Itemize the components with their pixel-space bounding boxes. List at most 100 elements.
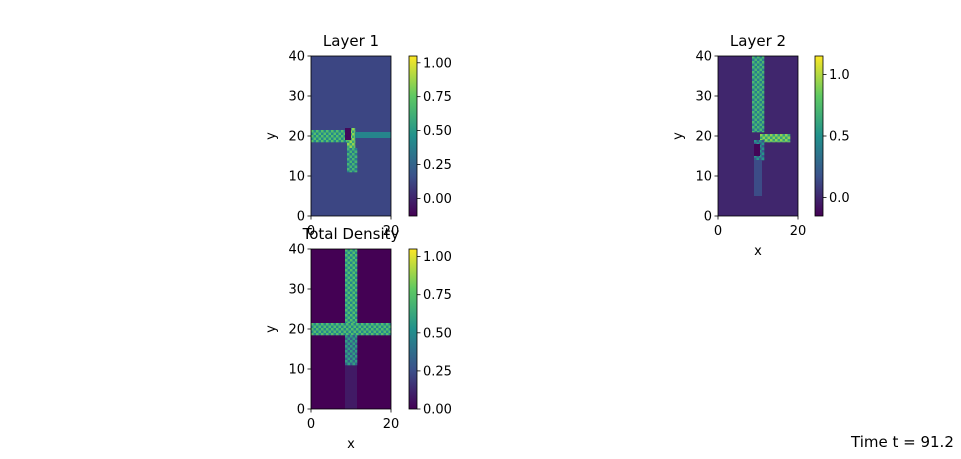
heatmap-cell [759, 71, 763, 74]
panel-2: Layer 2 0 10 20 30 40 0 20 y x 0.0 0.5 1.0 [671, 32, 850, 259]
heatmap-cell [752, 56, 755, 59]
heatmap-cell [328, 137, 332, 141]
heatmap-cell [328, 325, 332, 329]
heatmap-cell [352, 284, 356, 287]
heatmap-cell [756, 140, 760, 143]
heatmap-cell [350, 276, 353, 280]
heatmap-cell [354, 138, 356, 141]
heatmap-cell [341, 132, 344, 136]
heatmap-cell [347, 251, 351, 255]
heatmap-cell [759, 58, 763, 62]
heatmap-regions [311, 249, 392, 409]
heatmap-cell [326, 325, 329, 329]
heatmap-cell [331, 333, 334, 336]
heatmap-cell [754, 128, 758, 132]
heatmap-cell [762, 126, 765, 129]
heatmap-cell [355, 304, 358, 307]
heatmap-cell [352, 143, 355, 146]
heatmap-cell [754, 61, 758, 64]
heatmap-cell [757, 78, 760, 82]
heatmap-cell [762, 98, 765, 102]
heatmap-cell [383, 323, 387, 326]
heatmap-cell [355, 264, 358, 267]
heatmap-cell [757, 101, 760, 104]
heatmap-cell [341, 333, 344, 336]
heatmap-cell [757, 71, 760, 74]
heatmap-cell [754, 91, 758, 94]
heatmap-cell [352, 306, 356, 310]
heatmap-cell [761, 145, 765, 148]
heatmap-cell [352, 342, 356, 346]
heatmap-cell [355, 316, 358, 320]
heatmap-cell [752, 96, 755, 99]
heatmap-cell [371, 323, 374, 326]
heatmap-cell [350, 319, 353, 322]
heatmap-cell [368, 333, 372, 336]
heatmap-cell [346, 333, 349, 336]
heatmap-cell [762, 86, 765, 89]
heatmap-cell [350, 304, 353, 307]
heatmap-cell [752, 113, 755, 117]
heatmap-cell [785, 141, 788, 143]
heatmap-cell [762, 68, 765, 72]
heatmap-cell [765, 141, 768, 143]
heatmap-cell [352, 286, 356, 290]
heatmap-cell [343, 330, 347, 334]
heatmap-cell [323, 130, 327, 133]
heatmap-cell [355, 301, 358, 305]
heatmap-cell [762, 58, 765, 62]
heatmap-cell [787, 139, 791, 142]
heatmap-cell [352, 289, 356, 292]
heatmap-cell [762, 116, 765, 119]
heatmap-cell [762, 71, 765, 74]
heatmap-cell [358, 333, 362, 336]
heatmap-cell [355, 337, 358, 341]
heatmap-cell [321, 325, 324, 329]
y-ticks: 0 10 20 30 40 [288, 243, 311, 418]
heatmap-region [345, 335, 358, 366]
heatmap-cell [757, 103, 760, 107]
heatmap-cell [345, 299, 348, 302]
heatmap-cell [762, 91, 765, 94]
heatmap-cell [347, 316, 351, 320]
heatmap-cell [752, 108, 755, 112]
heatmap-cell [347, 301, 351, 305]
heatmap-cell [780, 134, 783, 137]
heatmap-cell [347, 342, 351, 346]
heatmap-cell [762, 96, 765, 99]
heatmap-cell [355, 279, 358, 282]
y-tick-label: 40 [288, 50, 305, 65]
heatmap-cell [347, 335, 351, 338]
heatmap-cell [347, 271, 351, 275]
heatmap-cell [326, 330, 329, 334]
heatmap-cell [355, 269, 358, 272]
heatmap-cell [345, 340, 348, 343]
heatmap-cell [347, 274, 351, 277]
heatmap-cell [757, 61, 760, 64]
heatmap-cell [354, 168, 358, 171]
heatmap-cell [754, 81, 758, 84]
heatmap-cell [355, 340, 358, 343]
heatmap-cell [757, 123, 760, 127]
heatmap-cell [759, 142, 762, 146]
heatmap-cell [754, 63, 758, 67]
heatmap-cell [331, 330, 334, 334]
heatmap-cell [352, 296, 356, 300]
heatmap-cell [350, 342, 353, 346]
heatmap-cell [354, 150, 358, 154]
heatmap-cell [328, 333, 332, 336]
heatmap-cell [352, 138, 355, 141]
heatmap-cell [355, 347, 358, 351]
heatmap-cell [331, 130, 334, 133]
heatmap-cell [341, 330, 344, 334]
heatmap-cell [345, 357, 348, 361]
heatmap-cell [321, 323, 324, 326]
heatmap-cell [316, 323, 319, 326]
heatmap-cell [355, 314, 358, 317]
heatmap-cell [323, 137, 327, 141]
heatmap-cell [754, 68, 758, 72]
heatmap-cell [349, 150, 353, 154]
heatmap-cell [366, 325, 369, 329]
heatmap-cell [352, 264, 356, 267]
heatmap-region [760, 134, 791, 143]
